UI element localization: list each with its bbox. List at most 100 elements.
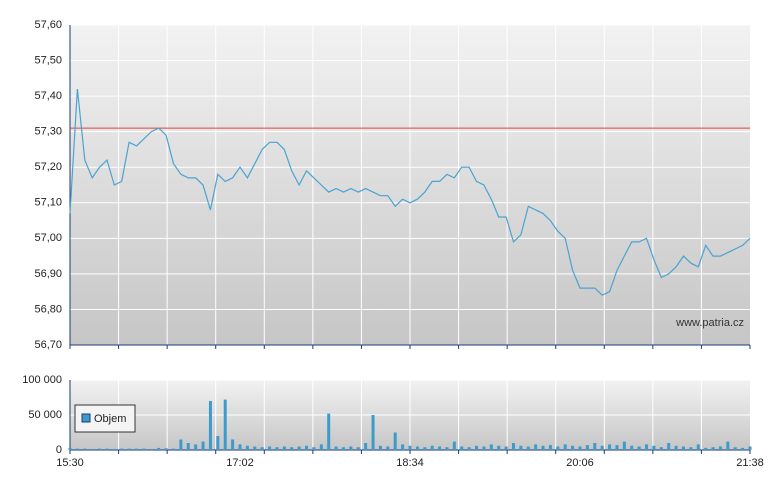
y-tick-label: 0 [56,444,62,456]
x-tick-label: 18:34 [396,457,424,469]
volume-bar [327,413,331,450]
y-tick-label: 100 000 [22,374,62,386]
y-tick-label: 57,30 [34,126,62,138]
x-tick-label: 17:02 [226,457,254,469]
volume-bar [334,446,338,450]
volume-bar [349,446,353,450]
volume-bar [75,448,79,450]
volume-bar [741,447,745,450]
volume-bar [305,445,309,450]
x-tick-label: 21:38 [736,457,764,469]
y-tick-label: 56,80 [34,303,62,315]
volume-bar [149,448,153,450]
volume-bar [245,445,249,450]
volume-bar [548,445,552,450]
volume-bar [497,445,501,450]
volume-bar [460,446,464,450]
volume-bar [275,447,279,450]
volume-bar [659,447,663,450]
volume-bar [645,444,649,450]
volume-bar [652,445,656,450]
volume-bar [534,444,538,450]
y-tick-label: 50 000 [28,409,62,421]
volume-bar [201,441,205,450]
volume-bar [585,445,589,450]
volume-bar [489,444,493,450]
x-tick-label: 15:30 [56,457,84,469]
volume-bar [622,441,626,450]
y-tick-label: 57,50 [34,54,62,66]
volume-bar [556,446,560,450]
volume-bar [268,446,272,450]
volume-bar [171,448,175,450]
volume-bar [504,446,508,450]
volume-bar [637,446,641,450]
volume-bar [401,444,405,450]
volume-bar [415,446,419,450]
volume-bar [142,448,146,450]
volume-bar [711,447,715,450]
volume-bar [467,447,471,450]
volume-bar [689,447,693,450]
volume-bar [68,447,72,450]
volume-bar [571,445,575,450]
volume-bar [733,447,737,450]
volume-bar [135,448,139,450]
layer: 56,70 56,80 56,90 57,00 57,10 57,20 57,30 57,40… [22,19,764,469]
volume-bar [371,415,375,450]
volume-bar [186,443,190,450]
volume-bar [430,445,434,450]
volume-bar [364,443,368,450]
volume-bar [356,447,360,450]
volume-bar [216,436,220,450]
y-tick-label: 57,60 [34,19,62,31]
volume-bar [208,401,212,450]
volume-bar [667,443,671,450]
volume-bar [386,446,390,450]
volume-bar [423,447,427,450]
volume-bar [260,447,264,450]
volume-bar [696,444,700,450]
volume-bar [105,448,109,450]
price-line [69,88,751,296]
volume-bar [608,444,612,450]
volume-bar [726,441,730,450]
volume-bar [600,445,604,450]
volume-bar [238,444,242,450]
volume-bar [704,447,708,450]
volume-bar [164,448,168,450]
volume-bar [438,446,442,450]
volume-bar [319,444,323,450]
volume-bar [297,446,301,450]
volume-bar [223,399,227,450]
volume-bar [378,445,382,450]
volume-bar [748,446,752,450]
volume-bar [445,447,449,450]
volume-bar [282,446,286,450]
volume-bar [194,444,198,450]
volume-bar [112,448,116,450]
volume-bar [630,445,634,450]
volume-bar [681,446,685,450]
volume-bar [718,446,722,450]
volume-bar [127,448,131,450]
legend-label: Objem [94,413,126,425]
y-tick-label: 56,70 [34,339,62,351]
volume-bar [253,446,257,450]
volume-bar [179,439,183,450]
volume-bar [393,432,397,450]
legend-swatch [81,413,91,423]
y-tick-label: 56,90 [34,268,62,280]
volume-bar [674,445,678,450]
volume-bar [482,446,486,450]
y-tick-label: 57,10 [34,197,62,209]
y-tick-label: 57,20 [34,161,62,173]
y-tick-label: 57,40 [34,90,62,102]
volume-bar [341,447,345,450]
volume-bar [563,444,567,450]
volume-bar [475,445,479,450]
volume-bar [98,448,102,450]
watermark: www.patria.cz [675,317,744,329]
volume-bar [511,443,515,450]
